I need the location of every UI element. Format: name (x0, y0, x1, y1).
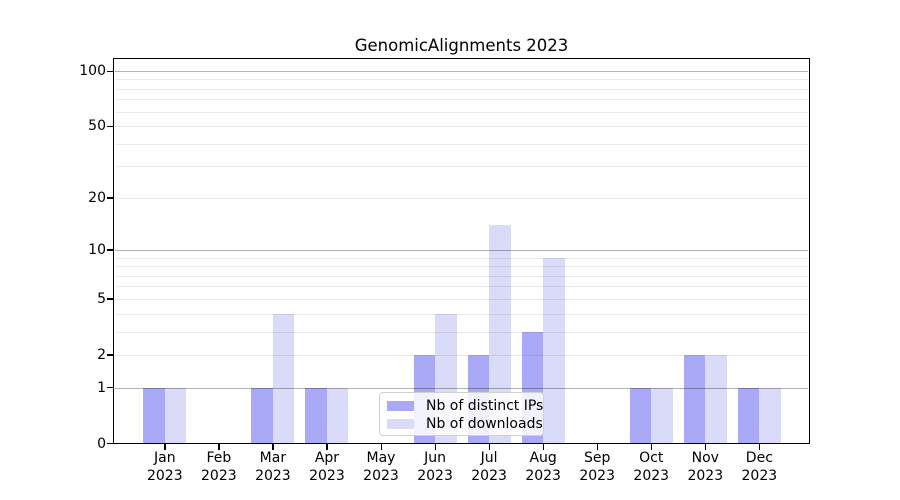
x-axis-tick-label: Aug 2023 (525, 450, 561, 484)
y-axis-tick-label: 1 (97, 379, 106, 396)
gridline-minor (115, 99, 808, 101)
y-axis-tick-label: 50 (88, 118, 106, 135)
y-axis-tick (107, 249, 113, 251)
x-axis-tick-label: Dec 2023 (741, 450, 778, 484)
bar-nb-of-downloads-jan-2023 (164, 387, 187, 444)
x-axis-tick (272, 444, 274, 450)
bar-nb-of-distinct-ips-nov-2023 (683, 354, 706, 444)
y-axis-tick-label: 20 (88, 189, 106, 206)
gridline-minor (115, 143, 808, 145)
x-axis-tick-label: Apr 2023 (309, 450, 345, 484)
gridline-minor (115, 111, 808, 113)
gridline-minor (115, 275, 808, 277)
bar-nb-of-distinct-ips-mar-2023 (251, 387, 273, 444)
x-axis-tick (542, 444, 544, 450)
legend-label-downloads: Nb of downloads (426, 416, 543, 432)
x-axis-tick (326, 444, 328, 450)
x-axis-tick-label: Sep 2023 (579, 450, 615, 484)
gridline-minor (115, 298, 808, 300)
bar-nb-of-distinct-ips-oct-2023 (629, 387, 652, 444)
gridline-minor (115, 286, 808, 288)
y-axis-tick-label: 5 (97, 290, 106, 307)
gridline-major (115, 71, 808, 72)
y-axis-tick-label: 100 (79, 63, 106, 79)
y-axis-tick (107, 298, 113, 300)
y-axis-tick-label: 10 (88, 241, 106, 258)
bar-nb-of-downloads-aug-2023 (543, 257, 565, 444)
x-axis-tick (488, 444, 490, 450)
gridline-minor (115, 266, 808, 268)
x-axis-tick (380, 444, 382, 450)
gridline-major (115, 387, 808, 389)
bar-nb-of-distinct-ips-apr-2023 (305, 387, 327, 444)
y-axis-tick (107, 354, 113, 356)
gridline-minor (115, 79, 808, 81)
chart-title: GenomicAlignments 2023 (354, 36, 569, 55)
gridline-minor (115, 331, 808, 333)
gridline-major (115, 249, 808, 251)
x-axis-tick-label: Mar 2023 (255, 450, 291, 484)
x-axis-tick (434, 444, 436, 450)
gridline-minor (115, 88, 808, 90)
bar-nb-of-downloads-oct-2023 (651, 387, 673, 444)
legend-swatch-distinct-ips (387, 401, 414, 411)
y-axis-tick (107, 70, 113, 72)
x-axis-tick (704, 444, 707, 450)
y-axis-tick-label: 2 (97, 346, 106, 363)
gridline-minor (115, 313, 808, 315)
y-axis-tick (107, 125, 113, 127)
x-axis-tick-label: May 2023 (363, 450, 399, 484)
y-axis-tick (107, 443, 113, 445)
y-axis-tick (107, 197, 113, 199)
legend-label-distinct-ips: Nb of distinct IPs (426, 398, 544, 414)
bar-nb-of-downloads-mar-2023 (272, 313, 295, 444)
bar-nb-of-distinct-ips-jan-2023 (143, 387, 165, 444)
gridline-minor (115, 257, 808, 259)
x-axis-tick-label: Oct 2023 (633, 450, 670, 484)
legend: Nb of distinct IPs Nb of downloads (379, 392, 544, 436)
gridline-minor (115, 354, 808, 356)
x-axis-tick (218, 444, 220, 450)
x-axis-tick (596, 444, 598, 450)
y-axis-tick-label: 0 (97, 435, 106, 452)
bar-nb-of-distinct-ips-dec-2023 (737, 387, 760, 444)
y-axis-tick (107, 387, 113, 389)
gridline-minor (115, 126, 808, 128)
gridline-minor (115, 197, 808, 199)
x-axis-tick (164, 444, 166, 450)
x-axis-tick (758, 444, 761, 450)
x-axis-tick-label: Jul 2023 (471, 450, 507, 484)
legend-entry-downloads: Nb of downloads (380, 415, 543, 433)
legend-swatch-downloads (387, 419, 414, 429)
x-axis-tick-label: Jan 2023 (146, 450, 183, 484)
x-axis-tick (650, 444, 653, 450)
bar-nb-of-downloads-jul-2023 (489, 224, 511, 444)
bar-nb-of-downloads-nov-2023 (705, 354, 727, 444)
bar-nb-of-downloads-dec-2023 (759, 387, 781, 444)
x-axis-tick-label: Jun 2023 (417, 450, 453, 484)
legend-entry-distinct-ips: Nb of distinct IPs (380, 397, 543, 415)
bar-nb-of-downloads-apr-2023 (326, 387, 349, 444)
x-axis-tick-label: Nov 2023 (687, 450, 724, 484)
x-axis-tick-label: Feb 2023 (201, 450, 237, 484)
gridline-minor (115, 166, 808, 168)
